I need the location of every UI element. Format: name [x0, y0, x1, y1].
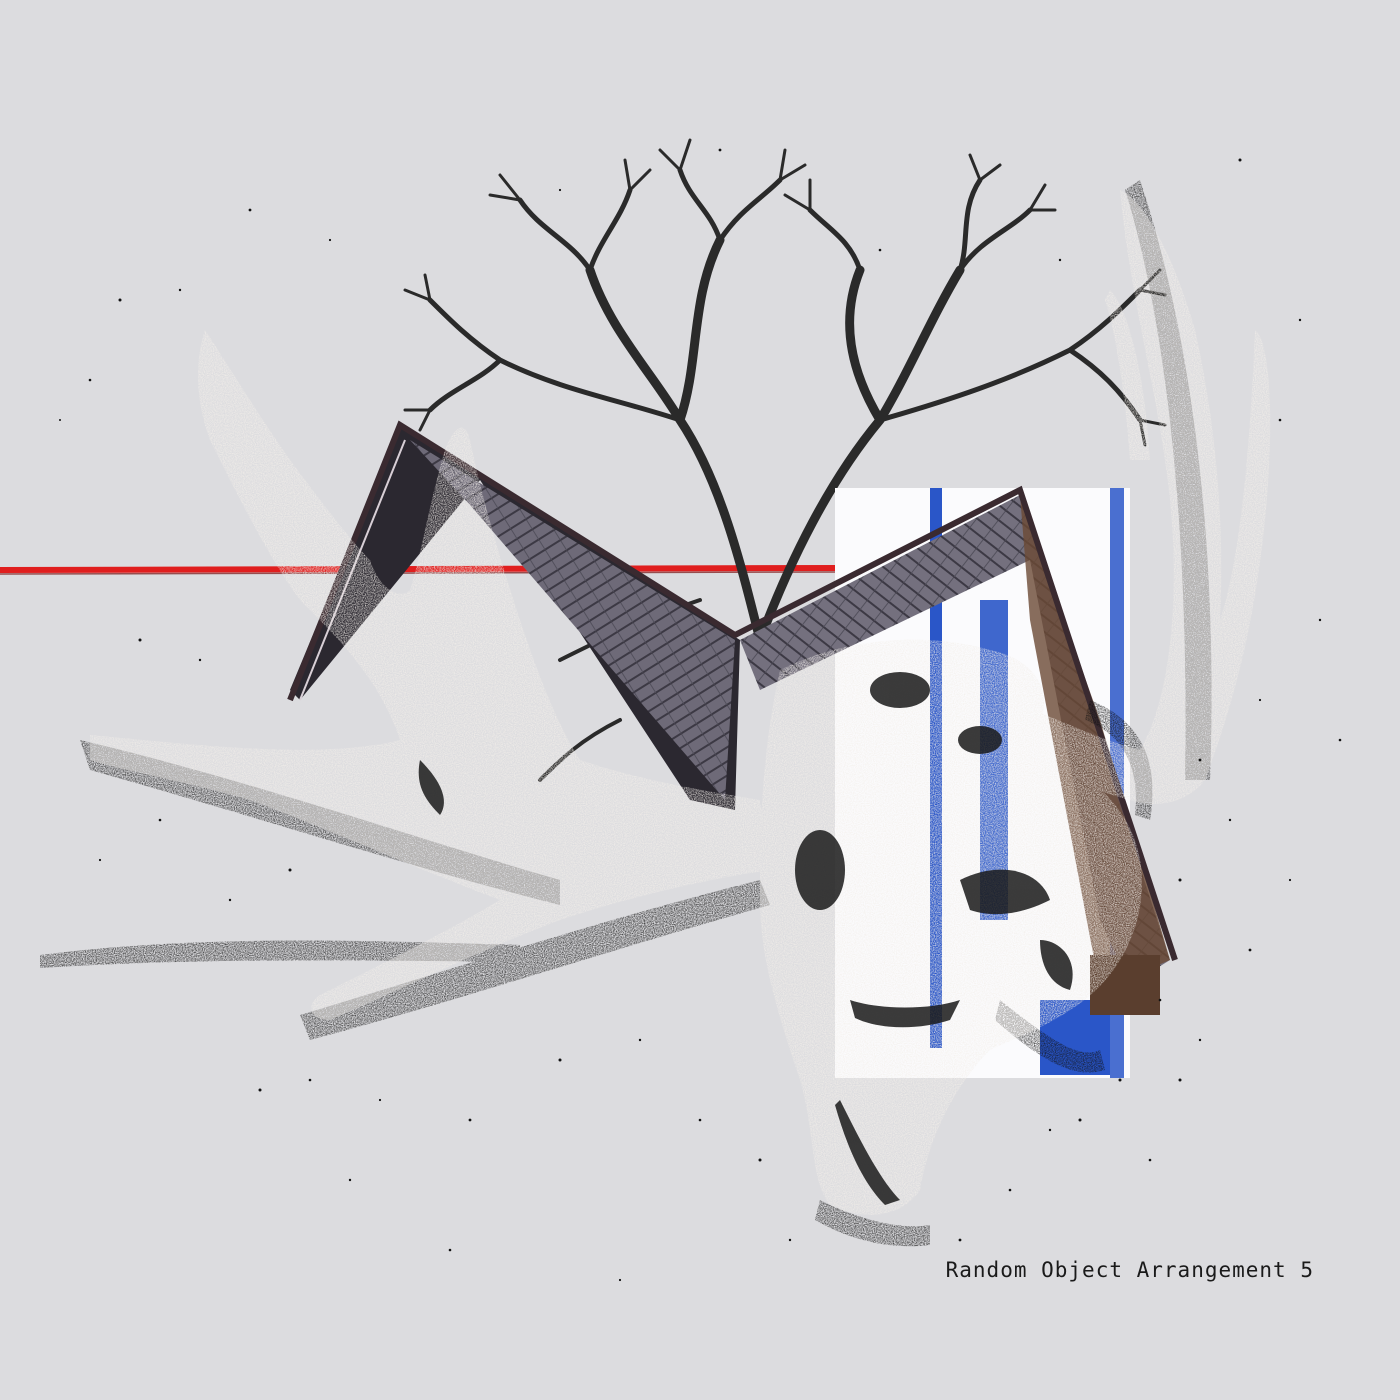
moose-skull-with-antlers [90, 190, 1271, 1215]
scattered-ink-speckles [59, 148, 1342, 1282]
artwork-caption: Random Object Arrangement 5 [945, 1258, 1314, 1282]
